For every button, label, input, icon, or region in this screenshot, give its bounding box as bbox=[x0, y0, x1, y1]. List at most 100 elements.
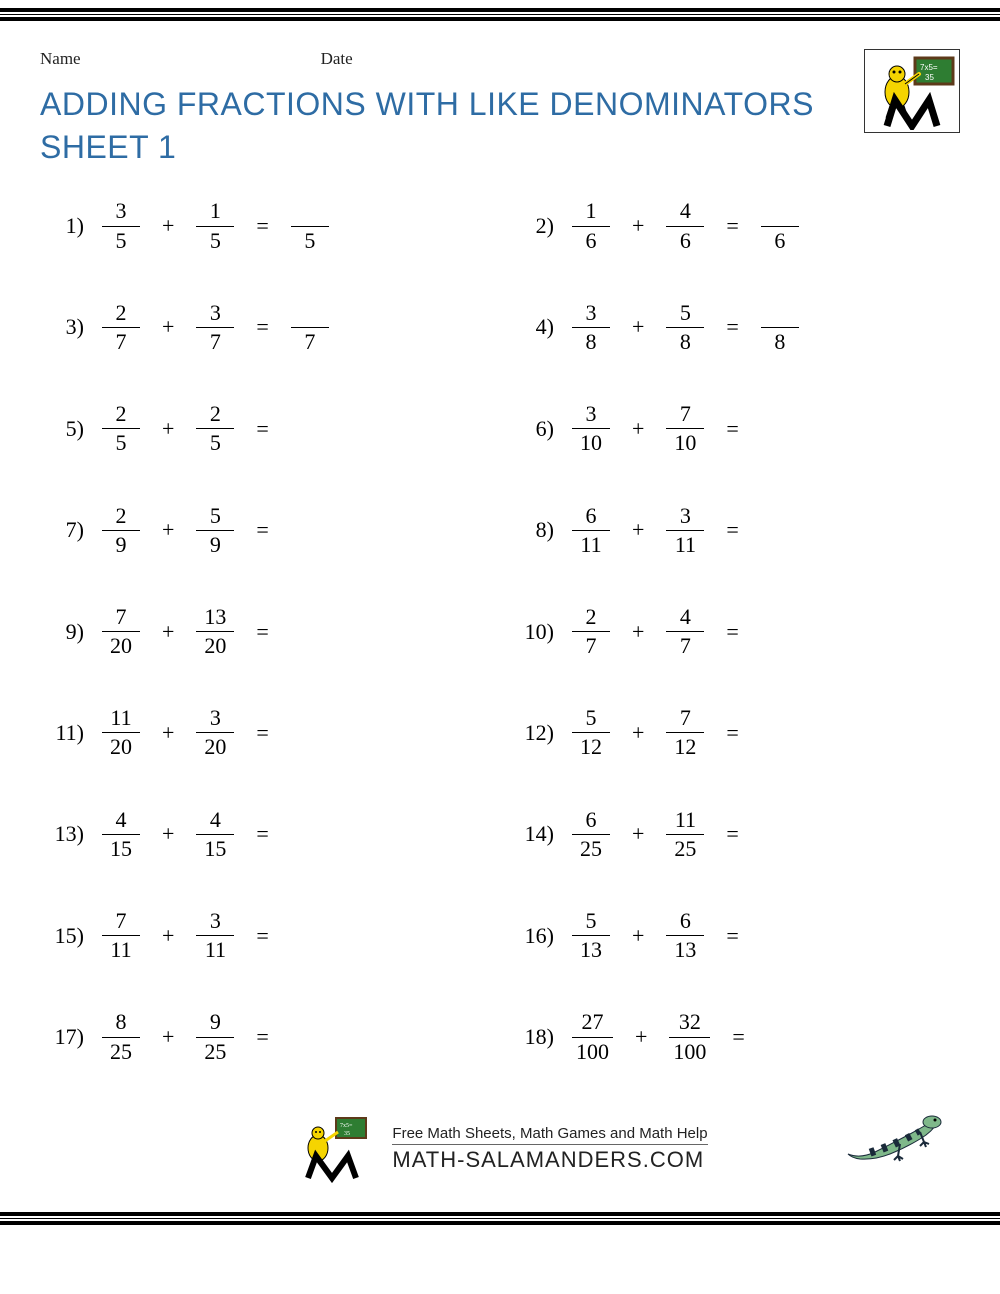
plus-operator: + bbox=[158, 821, 178, 847]
footer-tagline: Free Math Sheets, Math Games and Math He… bbox=[392, 1125, 707, 1145]
fraction-bar bbox=[572, 834, 610, 835]
fraction-b: 1320 bbox=[196, 605, 234, 658]
problem-number: 2) bbox=[510, 213, 554, 239]
plus-operator: + bbox=[628, 923, 648, 949]
equals-operator: = bbox=[722, 416, 742, 442]
denominator: 7 bbox=[582, 634, 601, 658]
problem-row: 9)720+1320= bbox=[40, 605, 490, 658]
numerator: 4 bbox=[676, 605, 695, 629]
equals-operator: = bbox=[252, 1024, 272, 1050]
denominator: 20 bbox=[200, 634, 230, 658]
plus-operator: + bbox=[158, 213, 178, 239]
numerator: 3 bbox=[206, 909, 225, 933]
fraction-bar bbox=[291, 226, 329, 227]
fraction-bar bbox=[572, 226, 610, 227]
fraction-bar bbox=[102, 327, 140, 328]
fraction-bar bbox=[666, 935, 704, 936]
problem-row: 14)625+1125= bbox=[510, 808, 960, 861]
svg-text:35: 35 bbox=[925, 73, 934, 82]
fraction-bar bbox=[666, 226, 704, 227]
problem-grid: 1)35+15=052)16+46=063)27+37=074)38+58=08… bbox=[40, 199, 960, 1063]
numerator: 4 bbox=[112, 808, 131, 832]
denominator: 7 bbox=[112, 330, 131, 354]
fraction-bar bbox=[102, 631, 140, 632]
fraction-answer: 08 bbox=[761, 301, 799, 354]
fraction-b: 311 bbox=[196, 909, 234, 962]
problem-row: 3)27+37=07 bbox=[40, 301, 490, 354]
fraction-b: 46 bbox=[666, 199, 704, 252]
fraction-bar bbox=[196, 732, 234, 733]
fraction-a: 27 bbox=[102, 301, 140, 354]
numerator: 2 bbox=[206, 402, 225, 426]
fraction-bar bbox=[102, 530, 140, 531]
fraction-bar bbox=[196, 226, 234, 227]
denominator: 5 bbox=[300, 229, 319, 253]
fraction-bar bbox=[196, 327, 234, 328]
denominator: 25 bbox=[106, 1040, 136, 1064]
fraction-bar bbox=[572, 327, 610, 328]
fraction-bar bbox=[102, 226, 140, 227]
problem-number: 1) bbox=[40, 213, 84, 239]
equals-operator: = bbox=[722, 517, 742, 543]
fraction-b: 613 bbox=[666, 909, 704, 962]
fraction-b: 37 bbox=[196, 301, 234, 354]
problem-row: 7)29+59= bbox=[40, 504, 490, 557]
numerator: 7 bbox=[112, 909, 131, 933]
fraction-bar bbox=[572, 732, 610, 733]
problem-number: 16) bbox=[510, 923, 554, 949]
numerator: 3 bbox=[206, 301, 225, 325]
numerator: 3 bbox=[676, 504, 695, 528]
denominator: 15 bbox=[200, 837, 230, 861]
plus-operator: + bbox=[158, 517, 178, 543]
brand-logo: 7x5= 35 bbox=[864, 49, 960, 133]
problem-row: 18)27100+32100= bbox=[510, 1010, 960, 1063]
fraction-a: 825 bbox=[102, 1010, 140, 1063]
problem-row: 4)38+58=08 bbox=[510, 301, 960, 354]
date-label: Date bbox=[321, 49, 353, 69]
fraction-a: 35 bbox=[102, 199, 140, 252]
denominator: 8 bbox=[676, 330, 695, 354]
denominator: 20 bbox=[106, 735, 136, 759]
fraction-b: 58 bbox=[666, 301, 704, 354]
denominator: 25 bbox=[670, 837, 700, 861]
fraction-bar bbox=[572, 935, 610, 936]
plus-operator: + bbox=[158, 1024, 178, 1050]
denominator: 5 bbox=[206, 431, 225, 455]
worksheet-page: Name Date ADDING FRACTIONS WITH LIKE DEN… bbox=[0, 29, 1000, 1204]
numerator: 32 bbox=[675, 1010, 705, 1034]
footer: 7x5= 35 Free Math Sheets, Math Games and… bbox=[40, 1114, 960, 1194]
problem-number: 7) bbox=[40, 517, 84, 543]
numerator: 6 bbox=[676, 909, 695, 933]
fraction-bar bbox=[572, 530, 610, 531]
title-line1: ADDING FRACTIONS WITH LIKE DENOMINATORS bbox=[40, 83, 834, 126]
equals-operator: = bbox=[722, 619, 742, 645]
meta-row: Name Date bbox=[40, 49, 834, 69]
svg-text:7x5=: 7x5= bbox=[920, 63, 938, 72]
fraction-answer: 07 bbox=[291, 301, 329, 354]
problem-number: 15) bbox=[40, 923, 84, 949]
denominator: 7 bbox=[206, 330, 225, 354]
fraction-bar bbox=[666, 834, 704, 835]
denominator: 11 bbox=[106, 938, 135, 962]
denominator: 12 bbox=[670, 735, 700, 759]
denominator: 11 bbox=[576, 533, 605, 557]
fraction-b: 311 bbox=[666, 504, 704, 557]
fraction-bar bbox=[666, 530, 704, 531]
equals-operator: = bbox=[252, 821, 272, 847]
equals-operator: = bbox=[722, 720, 742, 746]
fraction-bar bbox=[102, 834, 140, 835]
numerator: 3 bbox=[112, 199, 131, 223]
fraction-bar bbox=[669, 1037, 710, 1038]
fraction-a: 611 bbox=[572, 504, 610, 557]
denominator: 5 bbox=[206, 229, 225, 253]
numerator: 2 bbox=[112, 504, 131, 528]
worksheet-title: ADDING FRACTIONS WITH LIKE DENOMINATORS … bbox=[40, 83, 834, 169]
denominator: 13 bbox=[576, 938, 606, 962]
fraction-b: 320 bbox=[196, 706, 234, 759]
plus-operator: + bbox=[158, 720, 178, 746]
plus-operator: + bbox=[628, 517, 648, 543]
problem-row: 17)825+925= bbox=[40, 1010, 490, 1063]
equals-operator: = bbox=[252, 416, 272, 442]
numerator: 27 bbox=[578, 1010, 608, 1034]
problem-row: 16)513+613= bbox=[510, 909, 960, 962]
